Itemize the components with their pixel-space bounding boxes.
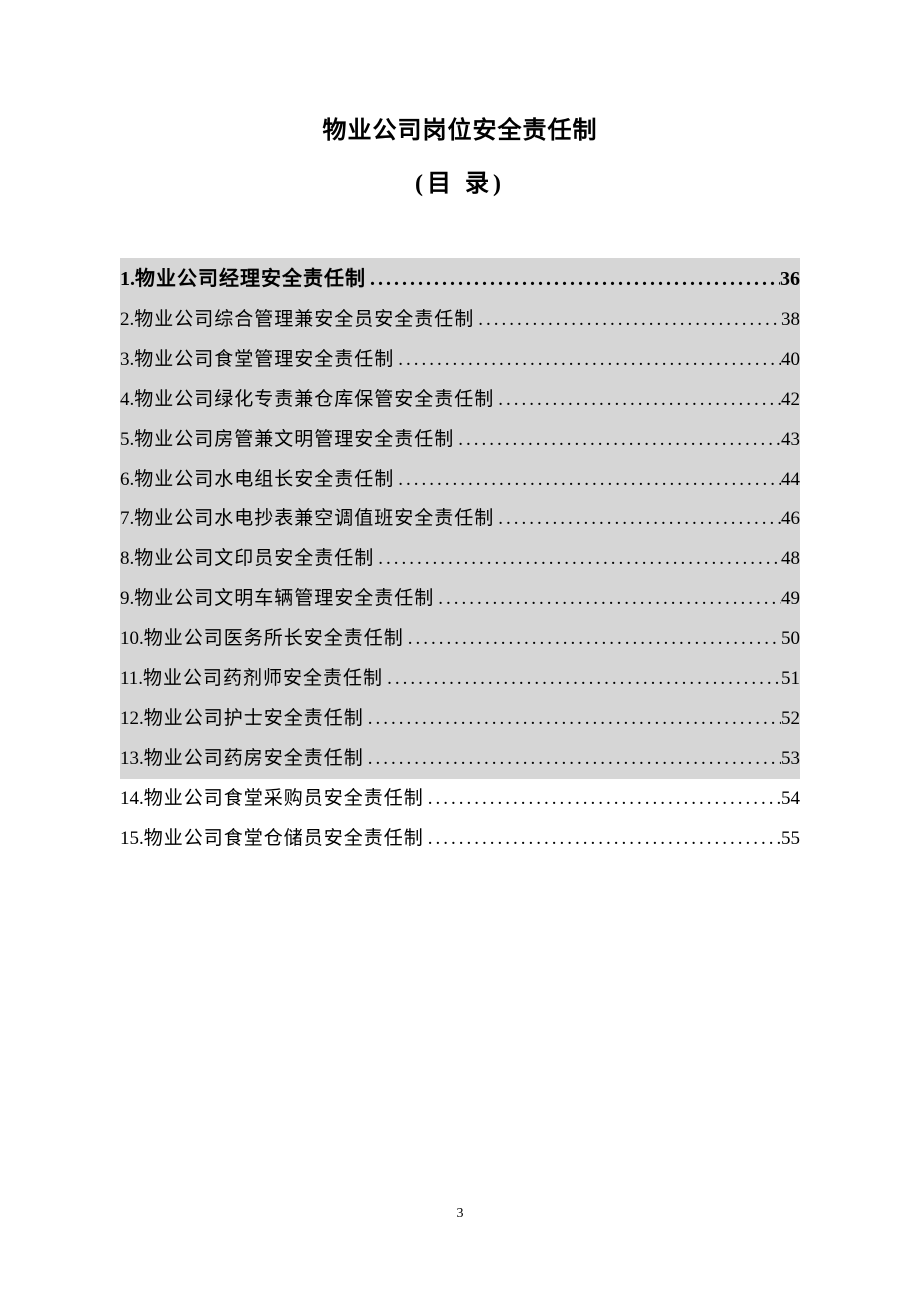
- toc-entry-page: 55: [781, 819, 800, 859]
- toc-entry-page: 38: [781, 300, 800, 340]
- toc-entry: 6.物业公司水电组长安全责任制 44: [120, 460, 800, 500]
- toc-entry-number: 14.: [120, 779, 144, 819]
- toc-entry-page: 40: [781, 340, 800, 380]
- toc-entry: 15.物业公司食堂仓储员安全责任制 55: [120, 819, 800, 859]
- toc-entry-label: 物业公司药房安全责任制: [144, 739, 364, 779]
- toc-entry-number: 9.: [120, 579, 134, 619]
- toc-entry-leader: [374, 539, 781, 579]
- toc-entry-leader: [394, 460, 781, 500]
- toc-entry: 10.物业公司医务所长安全责任制 50: [120, 619, 800, 659]
- toc-entry-label: 物业公司护士安全责任制: [144, 699, 364, 739]
- toc-entry-label: 物业公司水电抄表兼空调值班安全责任制: [134, 499, 494, 539]
- toc-entry-page: 53: [781, 739, 800, 779]
- toc-entry-label: 物业公司文明车辆管理安全责任制: [134, 579, 434, 619]
- toc-entry-label: 物业公司综合管理兼安全员安全责任制: [134, 300, 474, 340]
- toc-entry-leader: [494, 499, 781, 539]
- toc-entry-leader: [364, 699, 781, 739]
- toc-entry-number: 1.: [120, 258, 135, 300]
- toc-entry-page: 48: [781, 539, 800, 579]
- toc-entry-number: 12.: [120, 699, 144, 739]
- page-title: 物业公司岗位安全责任制: [120, 110, 800, 145]
- toc-entry-label: 物业公司经理安全责任制: [135, 258, 366, 300]
- toc-entry: 3.物业公司食堂管理安全责任制 40: [120, 340, 800, 380]
- toc-entry-leader: [424, 819, 781, 859]
- toc-entry: 12.物业公司护士安全责任制 52: [120, 699, 800, 739]
- toc-entry-label: 物业公司食堂采购员安全责任制: [144, 779, 424, 819]
- toc-entry-label: 物业公司医务所长安全责任制: [144, 619, 404, 659]
- footer-page-number: 3: [0, 1206, 920, 1222]
- toc-entry-page: 36: [780, 258, 800, 300]
- toc-entry-number: 8.: [120, 539, 134, 579]
- toc-entry: 7.物业公司水电抄表兼空调值班安全责任制 46: [120, 499, 800, 539]
- toc-entry-number: 6.: [120, 460, 134, 500]
- toc-entry-leader: [434, 579, 781, 619]
- toc-entry-page: 52: [781, 699, 800, 739]
- toc-entry-label: 物业公司药剂师安全责任制: [143, 659, 383, 699]
- toc-entry-leader: [366, 258, 780, 300]
- toc-entry-page: 42: [781, 380, 800, 420]
- toc-entry-number: 7.: [120, 499, 134, 539]
- toc-entry: 14.物业公司食堂采购员安全责任制 54: [120, 779, 800, 819]
- toc-entry-page: 51: [781, 659, 800, 699]
- toc-entry: 8.物业公司文印员安全责任制 48: [120, 539, 800, 579]
- toc-entry-number: 11.: [120, 659, 143, 699]
- toc-entry-label: 物业公司绿化专责兼仓库保管安全责任制: [134, 380, 494, 420]
- document-page: 物业公司岗位安全责任制 (目 录) 1.物业公司经理安全责任制362.物业公司综…: [0, 0, 920, 858]
- toc-entry-number: 3.: [120, 340, 134, 380]
- toc-entry: 2.物业公司综合管理兼安全员安全责任制 38: [120, 300, 800, 340]
- toc-entry-label: 物业公司文印员安全责任制: [134, 539, 374, 579]
- toc-entry-number: 5.: [120, 420, 134, 460]
- toc-entry-page: 43: [781, 420, 800, 460]
- toc-entry: 11.物业公司药剂师安全责任制 51: [120, 659, 800, 699]
- toc-entry-label: 物业公司食堂仓储员安全责任制: [144, 819, 424, 859]
- toc-entry: 13.物业公司药房安全责任制 53: [120, 739, 800, 779]
- table-of-contents: 1.物业公司经理安全责任制362.物业公司综合管理兼安全员安全责任制383.物业…: [120, 258, 800, 858]
- toc-entry: 5.物业公司房管兼文明管理安全责任制 43: [120, 420, 800, 460]
- toc-entry-number: 10.: [120, 619, 144, 659]
- toc-entry-leader: [364, 739, 781, 779]
- toc-entry-leader: [394, 340, 781, 380]
- toc-entry-leader: [454, 420, 781, 460]
- toc-entry-leader: [474, 300, 781, 340]
- toc-entry-page: 49: [781, 579, 800, 619]
- toc-entry-page: 50: [781, 619, 800, 659]
- toc-entry-label: 物业公司食堂管理安全责任制: [134, 340, 394, 380]
- toc-entry-leader: [424, 779, 781, 819]
- toc-entry-page: 54: [781, 779, 800, 819]
- toc-entry: 9.物业公司文明车辆管理安全责任制 49: [120, 579, 800, 619]
- toc-entry: 1.物业公司经理安全责任制 36: [120, 258, 800, 300]
- toc-entry: 4.物业公司绿化专责兼仓库保管安全责任制 42: [120, 380, 800, 420]
- toc-entry-number: 2.: [120, 300, 134, 340]
- toc-entry-leader: [404, 619, 781, 659]
- toc-entry-label: 物业公司房管兼文明管理安全责任制: [134, 420, 454, 460]
- toc-entry-page: 46: [781, 499, 800, 539]
- toc-entry-page: 44: [781, 460, 800, 500]
- page-subtitle: (目 录): [120, 163, 800, 198]
- toc-entry-label: 物业公司水电组长安全责任制: [134, 460, 394, 500]
- toc-entry-number: 4.: [120, 380, 134, 420]
- toc-entry-leader: [383, 659, 781, 699]
- toc-entry-leader: [494, 380, 781, 420]
- toc-entry-number: 15.: [120, 819, 144, 859]
- toc-entry-number: 13.: [120, 739, 144, 779]
